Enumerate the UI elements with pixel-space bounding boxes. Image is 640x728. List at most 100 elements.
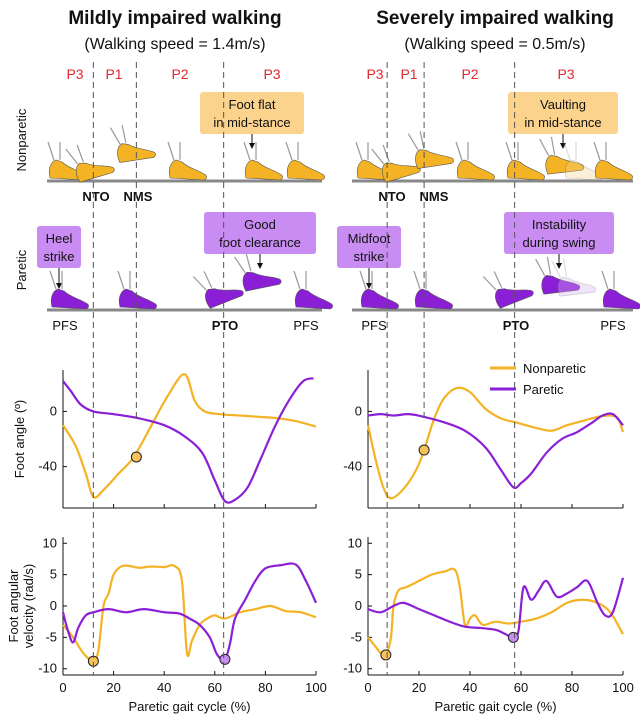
legend: Nonparetic Paretic: [490, 361, 586, 397]
right-nonparetic-foot: [539, 136, 585, 175]
left-velocity-xtick-label: 20: [106, 680, 120, 695]
left-paretic-foot: [192, 271, 244, 309]
right-nonparetic-foot: [593, 141, 633, 181]
left-velocity-xtick-label: 40: [157, 680, 171, 695]
right-paretic-note-midfoot-line2: strike: [353, 249, 384, 264]
right-velocity-ytick-label: -5: [350, 629, 362, 644]
right-phase-4: P3: [557, 66, 574, 82]
left-paretic-note-heel-line1: Heel: [46, 231, 73, 246]
left-velocity-ylabel: Foot angularvelocity (rad/s): [6, 564, 36, 649]
right-paretic-note-instability: Instability during swing: [504, 212, 614, 269]
left-paretic-foot: [234, 253, 282, 292]
left-velocity-ytick-label: 5: [50, 567, 57, 582]
left-event-pfs-end: PFS: [293, 318, 319, 333]
right-angle-paretic-line: [367, 412, 624, 490]
right-paretic-note-instability-line2: during swing: [523, 235, 596, 250]
left-phase-2: P1: [105, 66, 122, 82]
legend-paretic-label: Paretic: [523, 382, 564, 397]
left-subtitle: (Walking speed = 1.4m/s): [84, 36, 265, 53]
right-paretic-foot: [413, 270, 453, 310]
right-paretic-foot: [482, 271, 534, 309]
right-velocity-xtick-label: 20: [412, 680, 426, 695]
right-velocity-ytick-label: 5: [355, 567, 362, 582]
right-paretic-note-midfoot-line1: Midfoot: [348, 231, 391, 246]
left-paretic-note-clearance-line1: Good: [244, 217, 276, 232]
right-paretic-foot: [535, 256, 581, 295]
right-event-pto: PTO: [503, 318, 530, 333]
right-angle-nonparetic-marker: [418, 444, 430, 456]
left-velocity-ytick-label: 10: [43, 535, 57, 550]
left-paretic-note-clearance-line2: foot clearance: [219, 235, 301, 250]
right-velocity-ytick-label: 10: [348, 535, 362, 550]
right-nonparetic-foot: [505, 141, 545, 181]
left-paretic-note-clearance: Good foot clearance: [204, 212, 316, 269]
right-nonparetic-note-line2: in mid-stance: [524, 115, 601, 130]
right-velocity-xtick-label: 0: [364, 680, 371, 695]
right-nonparetic-note-line1: Vaulting: [540, 97, 586, 112]
left-velocity-xlabel: Paretic gait cycle (%): [128, 699, 250, 714]
left-phase-3: P2: [171, 66, 188, 82]
left-velocity-paretic-line: [61, 562, 317, 662]
right-event-nms: NMS: [420, 189, 449, 204]
left-phase-4: P3: [263, 66, 280, 82]
left-velocity-paretic-marker: [219, 653, 231, 665]
right-nonparetic-foot: [455, 141, 495, 181]
left-velocity-xtick-label: 60: [208, 680, 222, 695]
left-paretic-note-heel-line2: strike: [43, 249, 74, 264]
right-nonparetic-note: Vaulting in mid-stance: [508, 92, 618, 149]
right-title: Severely impaired walking: [376, 8, 614, 29]
left-nonparetic-foot: [65, 144, 115, 183]
left-phase-labels: P3 P1 P2 P3: [66, 66, 280, 82]
left-angle-ytick-label: -40: [38, 459, 57, 474]
left-velocity-ytick-label: -5: [45, 629, 57, 644]
left-nonparetic-foot: [167, 141, 207, 181]
left-velocity-nonparetic-line: [62, 563, 317, 663]
right-velocity-xtick-label: 80: [565, 680, 579, 695]
right-event-nto: NTO: [378, 189, 405, 204]
right-phase-3: P2: [461, 66, 478, 82]
left-nonparetic-note-line2: in mid-stance: [213, 115, 290, 130]
left-nonparetic-foot: [109, 125, 156, 163]
left-angle-ylabel: Foot angle (º): [12, 400, 27, 478]
right-velocity-nonparetic-marker: [380, 649, 392, 661]
event-lines: [92, 62, 516, 675]
left-velocity-ytick-label: -10: [38, 661, 57, 676]
right-velocity-xtick-label: 40: [463, 680, 477, 695]
right-velocity-xlabel: Paretic gait cycle (%): [434, 699, 556, 714]
left-velocity-ytick-label: 0: [50, 598, 57, 613]
left-nonparetic-foot: [243, 141, 283, 181]
right-velocity-xtick-label: 100: [612, 680, 634, 695]
left-event-nto: NTO: [82, 189, 109, 204]
right-paretic-note-midfoot: Midfoot strike: [337, 226, 401, 289]
right-velocity-ytick-label: 0: [355, 598, 362, 613]
left-angle-nonparetic-line: [62, 373, 317, 499]
left-nonparetic-note: Foot flat in mid-stance: [200, 92, 304, 149]
right-velocity-paretic-line: [367, 577, 625, 639]
right-phase-labels: P3 P1 P2 P3: [366, 66, 574, 82]
right-paretic-foot: [359, 270, 399, 310]
left-paretic-foot: [293, 270, 333, 310]
right-phase-2: P1: [400, 66, 417, 82]
left-velocity-xtick-label: 100: [305, 680, 327, 695]
left-paretic-foot: [49, 270, 89, 310]
right-angle-chart: 0 -40: [343, 370, 625, 509]
legend-nonparetic-label: Nonparetic: [523, 361, 586, 376]
left-velocity-xtick-label: 0: [59, 680, 66, 695]
left-velocity-xtick-label: 80: [258, 680, 272, 695]
right-paretic-note-instability-line1: Instability: [532, 217, 587, 232]
left-nonparetic-note-line1: Foot flat: [229, 97, 276, 112]
left-angle-chart: 0 -40 Foot angle (º): [12, 370, 317, 509]
right-event-pfs-start: PFS: [361, 318, 387, 333]
right-paretic-foot: [601, 270, 640, 310]
left-event-pfs-start: PFS: [52, 318, 78, 333]
right-nonparetic-foot: [371, 144, 421, 183]
right-subtitle: (Walking speed = 0.5m/s): [404, 36, 585, 53]
right-nonparetic-foot: [407, 131, 454, 169]
left-paretic-note-heel: Heel strike: [37, 226, 81, 289]
right-velocity-xtick-label: 60: [514, 680, 528, 695]
right-angle-ytick-label: 0: [355, 403, 362, 418]
row-label-paretic: Paretic: [14, 249, 29, 290]
right-velocity-nonparetic-line: [367, 567, 624, 658]
